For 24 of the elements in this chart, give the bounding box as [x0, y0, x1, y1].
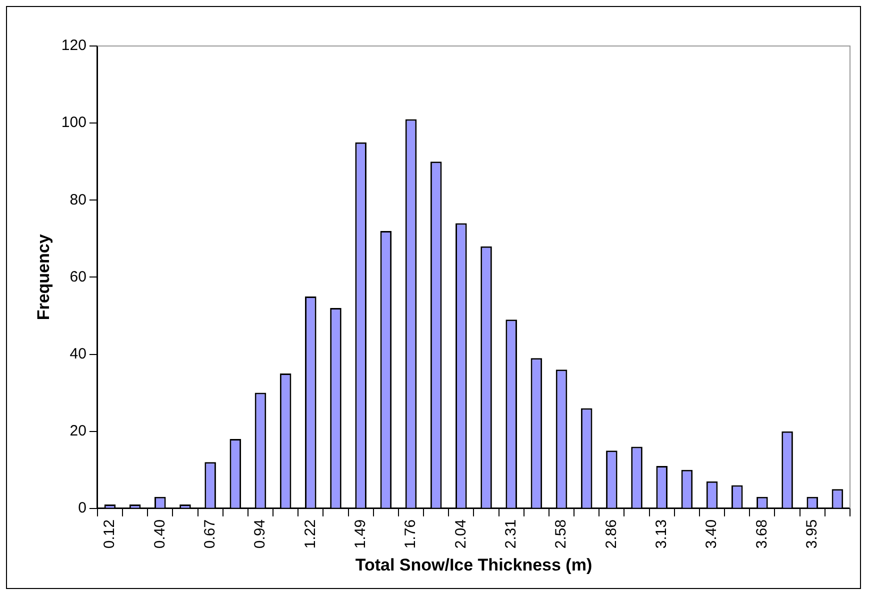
- y-tick-label: 120: [61, 37, 86, 54]
- x-tick-label: 1.22: [302, 519, 319, 549]
- x-tick-label: 3.13: [652, 519, 670, 549]
- x-tick-label: 0.40: [151, 519, 168, 549]
- x-tick-label: 2.31: [502, 519, 520, 549]
- y-tick-label: 40: [70, 345, 86, 362]
- x-tick-label: 1.49: [352, 519, 369, 549]
- x-tick-label: 0.12: [101, 519, 118, 549]
- x-tick-label: 0.94: [252, 519, 269, 549]
- y-axis-title: Frequency: [34, 234, 53, 320]
- x-tick-label: 3.95: [804, 519, 821, 549]
- x-axis-title: Total Snow/Ice Thickness (m): [355, 555, 592, 574]
- y-tick-label: 100: [61, 114, 86, 132]
- y-tick-label: 0: [78, 500, 86, 517]
- y-tick-label: 20: [70, 422, 86, 440]
- y-tick-label: 60: [70, 268, 86, 286]
- y-tick-label: 80: [70, 191, 86, 208]
- x-tick-label: 3.40: [703, 519, 720, 549]
- x-tick-label: 1.76: [402, 519, 420, 549]
- x-tick-label: 3.68: [753, 519, 770, 549]
- x-tick-label: 0.67: [201, 519, 218, 549]
- x-tick-label: 2.86: [602, 519, 620, 549]
- x-tick-label: 2.58: [552, 519, 570, 549]
- x-tick-label: 2.04: [452, 519, 470, 549]
